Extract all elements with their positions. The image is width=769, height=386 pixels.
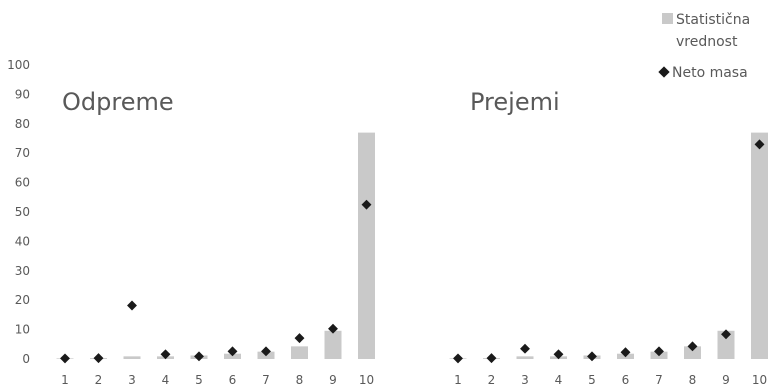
marker-neto-masa <box>687 341 698 352</box>
y-tick-label: 90 <box>15 87 30 101</box>
bar-statisticna-vrednost <box>324 330 342 359</box>
bar-statisticna-vrednost <box>224 353 241 359</box>
legend-label-neto-masa: Neto masa <box>672 65 748 81</box>
y-tick-label: 60 <box>15 176 30 190</box>
panel-title-prejemi: Prejemi <box>470 88 560 116</box>
x-tick-label: 7 <box>655 373 663 386</box>
marker-neto-masa <box>721 329 731 340</box>
y-tick-label: 40 <box>15 234 30 248</box>
y-tick-label: 80 <box>15 117 30 131</box>
y-tick-label: 30 <box>15 264 30 278</box>
y-tick-label: 20 <box>15 293 30 307</box>
marker-neto-masa <box>520 343 530 354</box>
y-tick-label: 0 <box>22 352 30 366</box>
x-tick-label: 4 <box>555 373 563 386</box>
x-tick-label: 6 <box>622 373 630 386</box>
bar-statisticna-vrednost <box>358 132 375 359</box>
marker-neto-masa <box>754 139 765 150</box>
bar-statisticna-vrednost <box>717 330 735 359</box>
legend-label-statisticna-line1: Statistična <box>676 12 750 28</box>
x-tick-label: 5 <box>588 373 596 386</box>
marker-neto-masa <box>93 353 104 364</box>
marker-neto-masa <box>453 353 463 364</box>
x-tick-label: 2 <box>95 373 103 386</box>
marker-neto-masa <box>620 347 631 358</box>
marker-neto-masa <box>160 349 171 360</box>
marker-neto-masa <box>553 349 564 360</box>
legend-swatch-statisticna-vrednost <box>662 13 673 24</box>
bar-statisticna-vrednost <box>684 346 701 359</box>
legend: Statistična vrednost Neto masa <box>658 12 750 81</box>
panel-title-odpreme: Odpreme <box>62 88 174 116</box>
bar-statisticna-vrednost <box>123 356 141 359</box>
marker-neto-masa <box>227 346 238 357</box>
y-axis: 0 10 20 30 40 50 60 70 80 90 100 <box>7 58 30 366</box>
panel-prejemi: Prejemi 1 2 3 4 5 6 7 8 9 10 <box>449 88 768 386</box>
marker-neto-masa <box>587 351 597 362</box>
marker-neto-masa <box>486 353 497 364</box>
marker-neto-masa <box>194 351 204 362</box>
marker-neto-masa <box>654 346 664 357</box>
legend-label-statisticna-line2: vrednost <box>676 34 738 50</box>
x-tick-label: 7 <box>262 373 270 386</box>
y-tick-label: 50 <box>15 205 30 219</box>
x-tick-label: 10 <box>752 373 767 386</box>
x-tick-label: 6 <box>229 373 237 386</box>
x-tick-label: 1 <box>61 373 69 386</box>
x-tick-label: 9 <box>329 373 337 386</box>
y-tick-label: 70 <box>15 146 30 160</box>
y-tick-label: 100 <box>7 58 30 72</box>
x-tick-label: 8 <box>296 373 304 386</box>
marker-neto-masa <box>361 199 372 210</box>
marker-neto-masa <box>127 300 137 311</box>
marker-neto-masa <box>261 346 271 357</box>
bar-statisticna-vrednost <box>516 356 534 359</box>
x-tick-label: 5 <box>195 373 203 386</box>
bar-statisticna-vrednost <box>751 132 768 359</box>
bar-statisticna-vrednost <box>291 346 308 359</box>
x-tick-label: 9 <box>722 373 730 386</box>
x-tick-label: 8 <box>689 373 697 386</box>
x-tick-label: 3 <box>128 373 136 386</box>
legend-marker-neto-masa <box>658 66 670 78</box>
panel-odpreme: Odpreme 1 2 3 4 5 6 7 8 9 10 <box>56 88 375 386</box>
marker-neto-masa <box>60 353 70 364</box>
marker-neto-masa <box>328 323 338 334</box>
marker-neto-masa <box>294 333 305 344</box>
x-tick-label: 4 <box>162 373 170 386</box>
x-tick-label: 3 <box>521 373 529 386</box>
x-tick-label: 1 <box>454 373 462 386</box>
y-tick-label: 10 <box>15 323 30 337</box>
x-tick-label: 2 <box>488 373 496 386</box>
x-tick-label: 10 <box>359 373 374 386</box>
